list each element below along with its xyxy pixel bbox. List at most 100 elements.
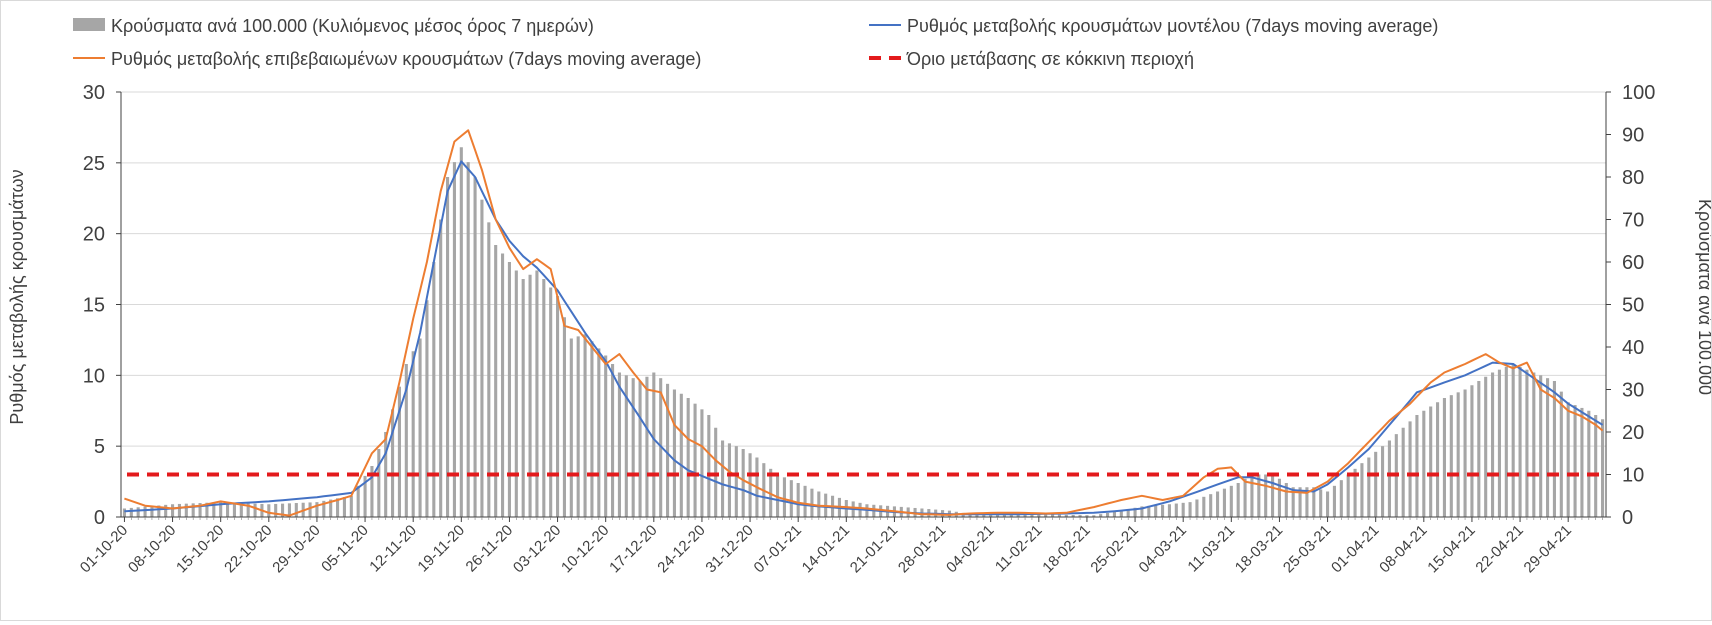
y-right-tick-label: 20 [1622, 422, 1644, 444]
x-tick-label: 12-11-20 [366, 522, 420, 576]
bar [1573, 405, 1577, 517]
bar [1037, 514, 1041, 517]
x-tick-label: 18-03-21 [1232, 522, 1286, 576]
bar [700, 409, 704, 517]
bar [1236, 483, 1240, 517]
bar [1078, 515, 1082, 517]
bar [1381, 446, 1385, 517]
bar [329, 499, 333, 517]
bar [1477, 381, 1481, 517]
x-tick-label: 11-03-21 [1184, 522, 1238, 576]
bar [652, 372, 656, 517]
bar [274, 503, 278, 517]
bar [514, 270, 518, 517]
bar [363, 475, 367, 517]
bar [253, 503, 257, 517]
bar [1532, 372, 1536, 517]
y-left-tick-label: 0 [94, 507, 105, 529]
bar [1429, 406, 1433, 517]
bar [1442, 398, 1446, 517]
bar [1174, 503, 1178, 517]
x-tick-label: 17-12-20 [606, 522, 660, 576]
x-tick-label: 31-12-20 [702, 522, 756, 576]
axes: 0 5 10 15 20 25 30 0 10 20 30 40 50 60 70 80 90 100 [83, 82, 1656, 529]
bar [1456, 392, 1460, 517]
bar [1030, 513, 1034, 517]
bar [1504, 366, 1508, 517]
bar [411, 351, 415, 517]
bar [294, 503, 298, 517]
y-left-tick-label: 20 [83, 224, 105, 246]
bar [693, 403, 697, 517]
bar [968, 514, 972, 517]
bar [782, 477, 786, 517]
bar [1353, 468, 1357, 517]
bar [459, 147, 463, 517]
bar [494, 245, 498, 517]
bar [205, 502, 209, 517]
bar [741, 449, 745, 517]
x-tick-label: 01-10-20 [77, 522, 131, 576]
bar [631, 378, 635, 517]
y-right-tick-label: 40 [1622, 337, 1644, 359]
x-tick-label: 08-10-20 [125, 522, 179, 576]
y-right-tick-label: 70 [1622, 210, 1644, 232]
bar [1401, 427, 1405, 517]
bar [177, 503, 181, 517]
bar [727, 443, 731, 517]
bar [528, 274, 532, 517]
bar [796, 483, 800, 517]
bar [1305, 487, 1309, 517]
bar [1271, 474, 1275, 517]
bar [604, 355, 608, 517]
bar [1133, 507, 1137, 517]
bar [1552, 381, 1556, 517]
bar [239, 503, 243, 517]
bar [1367, 457, 1371, 517]
x-tick-label: 22-10-20 [221, 522, 275, 576]
bar [1044, 514, 1048, 517]
bar [507, 262, 511, 517]
bar [542, 279, 546, 517]
bar [1209, 494, 1213, 517]
bar [1422, 410, 1426, 517]
gridlines [121, 91, 1606, 447]
bar [1202, 496, 1206, 517]
x-tick-label: 26-11-20 [463, 522, 517, 576]
bar [219, 502, 223, 517]
y-right-tick-label: 10 [1622, 465, 1644, 487]
bar [315, 502, 319, 517]
bar [1580, 407, 1584, 517]
bar [576, 336, 580, 517]
y-axis-left-label: Ρυθμός μεταβολής κρουσμάτων [7, 169, 27, 424]
bar [1511, 364, 1515, 517]
bar [1518, 366, 1522, 517]
bar [1387, 440, 1391, 517]
bar [1339, 480, 1343, 517]
bar [232, 502, 236, 517]
bar [1408, 421, 1412, 517]
bar [1539, 375, 1543, 517]
x-tick-label: 07-01-21 [751, 522, 805, 576]
bar [1009, 513, 1013, 517]
bar [1319, 489, 1323, 517]
bar [1484, 376, 1488, 517]
bar [569, 338, 573, 517]
y-right-tick-label: 100 [1622, 82, 1655, 104]
bar [686, 398, 690, 517]
bar [721, 440, 725, 517]
bar [487, 222, 491, 518]
bar [473, 177, 477, 517]
bar [645, 376, 649, 517]
bar [122, 508, 126, 517]
bar [184, 503, 188, 517]
bar [748, 453, 752, 517]
bar [1167, 504, 1171, 517]
x-tick-label: 15-04-21 [1424, 522, 1478, 576]
bar [1243, 478, 1247, 517]
bar [1092, 515, 1096, 517]
bar [246, 503, 250, 517]
x-tick-label: 08-04-21 [1376, 522, 1430, 576]
bar [989, 513, 993, 517]
bar [287, 503, 291, 517]
